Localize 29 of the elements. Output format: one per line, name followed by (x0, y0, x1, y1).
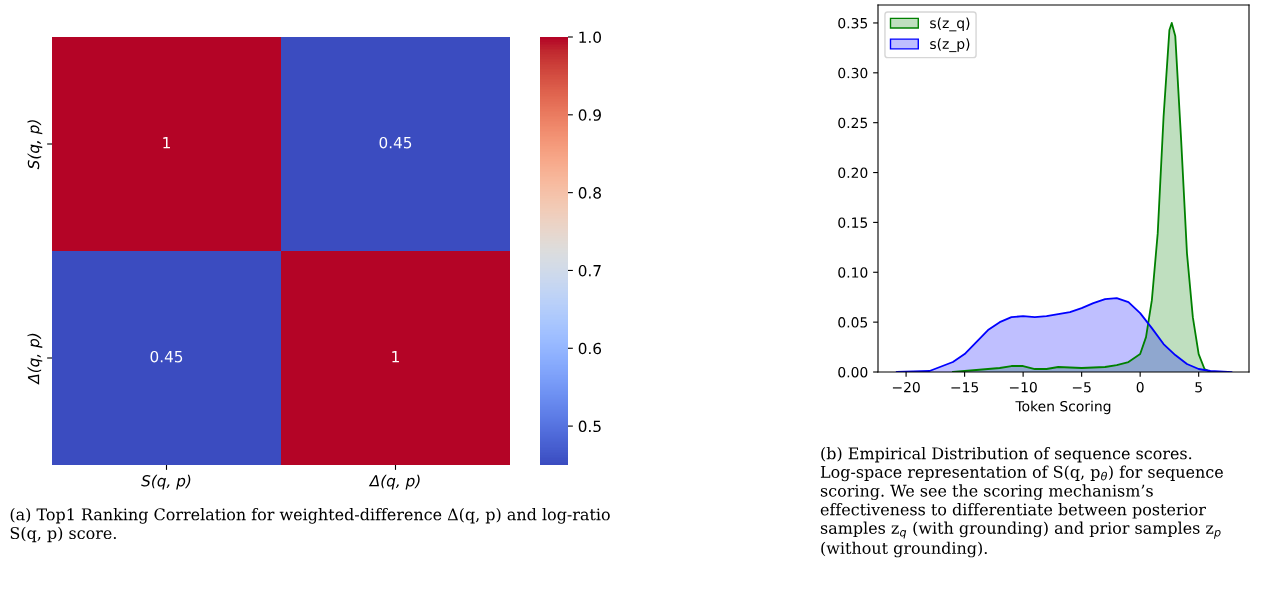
color-bar-label: 0.5 (578, 420, 601, 433)
x-tick-label: −20 (892, 381, 920, 393)
data-label: 1 (163, 137, 170, 149)
data-label: 1 (392, 351, 399, 363)
y-tick-label: 0.25 (838, 117, 868, 129)
y-tick-label: 0.05 (838, 317, 868, 328)
text: (a) Top1 Ranking Correlation for weighted-difference Δ(q, p) and log-ratio S(q, p) score. (10, 508, 610, 543)
legend-label: s(z_q) (930, 17, 970, 32)
color-bar-label: 1.0 (579, 31, 601, 44)
data-label: 0.45 (379, 136, 412, 149)
legend-label: s(z_p) (930, 38, 970, 53)
x-tick-label: 0 (1136, 381, 1144, 393)
y-tick-label: 0.35 (838, 17, 868, 29)
data-label: 0.45 (150, 350, 183, 363)
x-axis-title: Token Scoring (1015, 400, 1111, 415)
y-tick-label: 0.15 (838, 217, 868, 228)
y-tick-label: 0.10 (838, 267, 868, 278)
y-tick-label: 0.00 (838, 366, 868, 378)
text: (b) Empirical Distribution of sequence scores. Log-space representation of S(q, p$_{θ}$) for sequence scoring. We see the scoring mechanism’s effectiveness to differentiate between posterior samples z$_{q}$ (with grounding) and prior samples z$_{p}$ (without grounding). (820, 447, 1223, 558)
color-bar-label: 0.6 (578, 342, 602, 355)
color-bar-label: 0.7 (578, 264, 601, 277)
x-tick-label: −10 (1009, 381, 1037, 393)
x-tick-label: −5 (1072, 382, 1091, 393)
x-tick-label: −15 (951, 382, 979, 393)
y-tick-label: 0.30 (838, 67, 868, 79)
color-bar-label: 0.8 (578, 187, 601, 199)
x-tick-label: 5 (1195, 382, 1202, 393)
y-tick-label: 0.20 (838, 167, 868, 179)
color-bar-label: 0.9 (578, 109, 601, 121)
